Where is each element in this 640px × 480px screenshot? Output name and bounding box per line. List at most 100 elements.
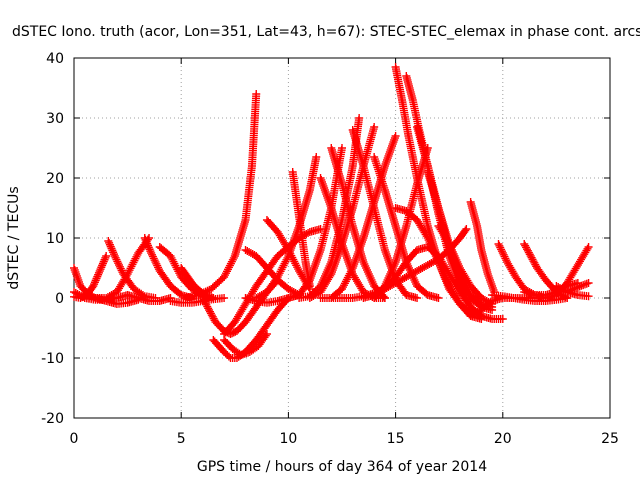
data-point-marker — [109, 250, 118, 259]
data-point-marker — [497, 247, 506, 256]
x-axis-label: GPS time / hours of day 364 of year 2014 — [197, 459, 487, 475]
data-point-marker — [461, 226, 470, 235]
data-point-marker — [143, 239, 152, 248]
data-point-marker — [91, 276, 100, 285]
data-point-marker — [94, 270, 103, 279]
data-point-marker — [444, 238, 453, 247]
data-point-marker — [338, 283, 347, 292]
data-point-marker — [131, 254, 140, 263]
data-point-marker — [114, 259, 123, 268]
data-point-marker — [531, 260, 540, 269]
data-point-marker — [312, 153, 321, 161]
data-point-marker — [223, 267, 232, 276]
data-point-marker — [340, 279, 349, 288]
data-point-marker — [169, 257, 178, 266]
chart-title: dSTEC Iono. truth (acor, Lon=351, Lat=43… — [12, 24, 640, 40]
data-point-marker — [494, 240, 503, 248]
series-20 — [252, 153, 321, 302]
data-point-marker — [529, 257, 538, 266]
series-35 — [391, 204, 486, 323]
series-44 — [520, 240, 572, 302]
data-point-marker — [105, 240, 114, 249]
data-point-marker — [112, 255, 121, 264]
data-point-marker — [198, 294, 207, 302]
data-point-marker — [584, 279, 593, 287]
x-tick-label: 25 — [601, 431, 619, 447]
data-point-marker — [275, 269, 284, 278]
data-point-marker — [223, 265, 232, 274]
x-tick-label: 5 — [177, 431, 186, 447]
data-point-marker — [563, 288, 572, 296]
data-point-marker — [500, 252, 509, 261]
data-point-marker — [125, 266, 134, 275]
data-point-marker — [495, 241, 504, 250]
data-point-marker — [94, 268, 103, 277]
x-tick-label: 20 — [494, 431, 512, 447]
data-point-marker — [108, 246, 117, 255]
data-point-marker — [583, 244, 592, 253]
data-point-marker — [116, 264, 125, 273]
data-point-marker — [207, 311, 216, 320]
data-point-marker — [291, 259, 300, 268]
data-point-marker — [109, 248, 118, 257]
data-point-marker — [202, 300, 211, 309]
data-point-marker — [154, 263, 163, 272]
data-point-marker — [95, 267, 104, 275]
y-axis-label: dSTEC / TECUs — [6, 186, 22, 289]
data-point-marker — [225, 261, 234, 270]
data-point-marker — [209, 314, 218, 323]
data-point-marker — [584, 292, 593, 301]
data-point-marker — [151, 258, 160, 266]
data-point-marker — [200, 297, 209, 306]
data-point-marker — [126, 264, 135, 273]
data-point-marker — [127, 262, 136, 271]
data-point-marker — [166, 252, 175, 260]
data-point-marker — [338, 285, 346, 293]
data-point-marker — [144, 243, 153, 252]
data-point-marker — [279, 261, 288, 270]
data-point-marker — [499, 250, 508, 259]
data-point-marker — [168, 255, 177, 264]
data-point-marker — [153, 261, 162, 270]
data-point-marker — [530, 258, 539, 267]
data-point-marker — [117, 266, 126, 275]
data-point-marker — [146, 247, 155, 256]
data-point-marker — [227, 257, 236, 266]
data-point-marker — [501, 254, 510, 263]
series-33 — [391, 63, 486, 320]
data-point-marker — [304, 277, 313, 286]
data-point-marker — [289, 255, 298, 264]
series-38 — [466, 198, 499, 296]
data-point-marker — [524, 248, 533, 257]
data-point-marker — [341, 277, 350, 286]
data-point-marker — [148, 250, 157, 259]
data-point-marker — [106, 242, 115, 251]
data-point-marker — [194, 291, 203, 299]
data-point-marker — [143, 241, 152, 250]
data-point-marker — [522, 245, 531, 254]
x-tick-label: 15 — [387, 431, 405, 447]
data-point-marker — [281, 257, 290, 266]
data-point-marker — [292, 261, 301, 270]
data-point-marker — [464, 299, 473, 308]
y-tick-label: 10 — [46, 231, 64, 247]
y-tick-label: 20 — [46, 171, 64, 187]
data-point-marker — [142, 237, 151, 246]
series-7 — [140, 234, 196, 302]
data-point-marker — [206, 309, 215, 318]
data-point-marker — [110, 252, 119, 260]
data-point-marker — [204, 304, 213, 313]
data-point-marker — [98, 261, 107, 270]
data-point-marker — [262, 330, 271, 338]
series-47 — [563, 279, 593, 296]
data-point-marker — [304, 229, 313, 237]
data-point-marker — [273, 273, 282, 281]
series-39 — [434, 222, 497, 308]
data-point-marker — [277, 265, 286, 274]
x-tick-label: 0 — [70, 431, 79, 447]
data-point-marker — [566, 286, 575, 295]
data-point-marker — [224, 263, 233, 272]
data-point-marker — [522, 243, 531, 252]
data-point-marker — [205, 306, 214, 314]
y-tick-label: 0 — [55, 291, 64, 307]
